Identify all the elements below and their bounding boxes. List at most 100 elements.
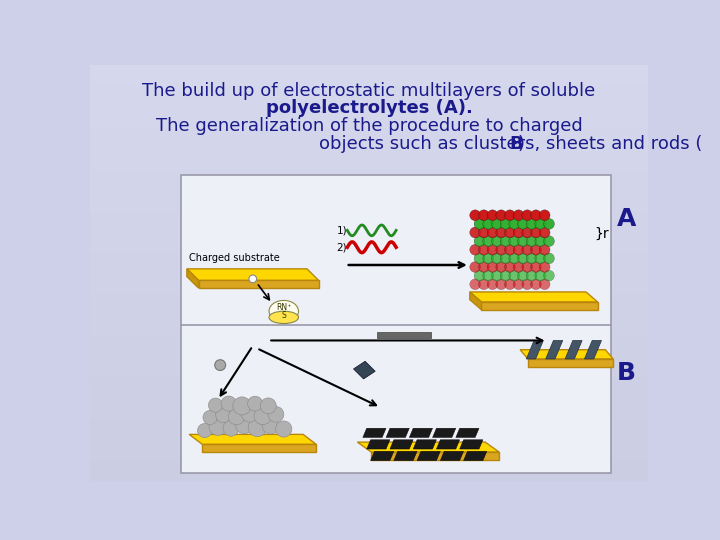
Bar xyxy=(90,372,648,373)
Bar xyxy=(90,444,648,445)
Bar xyxy=(90,412,648,413)
Bar xyxy=(90,405,648,406)
Bar xyxy=(90,368,648,369)
Bar xyxy=(90,70,648,71)
Bar xyxy=(90,221,648,222)
Bar xyxy=(90,473,648,474)
Circle shape xyxy=(487,210,498,221)
Circle shape xyxy=(526,253,537,264)
Circle shape xyxy=(518,236,528,247)
Circle shape xyxy=(228,409,245,425)
Bar xyxy=(90,224,648,225)
Bar xyxy=(90,479,648,480)
Bar xyxy=(90,161,648,162)
Text: objects such as clusters, sheets and rods (: objects such as clusters, sheets and rod… xyxy=(319,135,702,153)
Bar xyxy=(90,200,648,201)
Bar xyxy=(90,287,648,288)
Bar xyxy=(90,278,648,279)
Bar xyxy=(90,170,648,171)
Circle shape xyxy=(483,270,494,281)
Bar xyxy=(90,209,648,210)
Bar xyxy=(90,349,648,350)
Circle shape xyxy=(469,210,481,221)
Bar xyxy=(90,453,648,454)
Bar xyxy=(90,132,648,133)
Bar xyxy=(90,152,648,153)
Polygon shape xyxy=(546,340,563,359)
Bar xyxy=(90,390,648,391)
Bar xyxy=(90,366,648,367)
Bar xyxy=(90,69,648,70)
Bar xyxy=(90,456,648,457)
Polygon shape xyxy=(199,280,319,288)
Polygon shape xyxy=(409,428,433,437)
Circle shape xyxy=(469,245,481,255)
Bar xyxy=(90,202,648,204)
Bar xyxy=(90,418,648,419)
Bar xyxy=(90,364,648,365)
Polygon shape xyxy=(372,452,499,460)
Bar xyxy=(90,159,648,160)
Bar xyxy=(90,411,648,412)
Bar xyxy=(90,328,648,329)
Bar xyxy=(90,260,648,261)
Bar xyxy=(90,440,648,441)
Bar xyxy=(90,438,648,439)
Bar xyxy=(90,315,648,316)
Circle shape xyxy=(487,227,498,238)
Bar xyxy=(90,442,648,443)
Bar xyxy=(90,105,648,106)
Bar xyxy=(90,116,648,117)
Bar xyxy=(90,127,648,128)
Bar xyxy=(90,124,648,125)
Circle shape xyxy=(496,245,507,255)
Circle shape xyxy=(522,210,533,221)
Polygon shape xyxy=(357,442,499,452)
Bar xyxy=(90,458,648,459)
Bar xyxy=(90,469,648,470)
Circle shape xyxy=(509,253,520,264)
Bar xyxy=(90,213,648,214)
Bar xyxy=(90,254,648,255)
Bar xyxy=(90,393,648,394)
Bar xyxy=(90,194,648,195)
Bar xyxy=(90,321,648,322)
Bar xyxy=(90,111,648,112)
Bar xyxy=(90,146,648,147)
Circle shape xyxy=(522,245,533,255)
Bar xyxy=(90,281,648,282)
Bar xyxy=(90,240,648,241)
Bar xyxy=(90,266,648,267)
Bar xyxy=(90,185,648,186)
Bar xyxy=(90,283,648,284)
Bar xyxy=(90,439,648,440)
Bar xyxy=(90,468,648,469)
Bar xyxy=(90,225,648,226)
Circle shape xyxy=(544,253,554,264)
Bar xyxy=(90,88,648,89)
Polygon shape xyxy=(366,440,390,449)
Bar xyxy=(90,90,648,91)
Bar xyxy=(90,437,648,438)
Bar xyxy=(90,135,648,136)
Bar xyxy=(90,424,648,425)
Bar xyxy=(90,363,648,364)
Circle shape xyxy=(544,219,554,230)
Bar xyxy=(90,471,648,472)
Circle shape xyxy=(478,261,490,272)
Bar xyxy=(90,75,648,76)
Circle shape xyxy=(260,398,276,414)
Bar xyxy=(90,427,648,428)
Circle shape xyxy=(474,219,485,230)
Bar xyxy=(90,361,648,362)
Bar xyxy=(90,401,648,402)
Bar xyxy=(90,107,648,108)
Bar xyxy=(90,269,648,271)
Circle shape xyxy=(492,270,503,281)
Bar xyxy=(90,98,648,99)
Bar xyxy=(377,332,431,338)
Bar xyxy=(90,247,648,248)
Bar xyxy=(90,408,648,409)
Circle shape xyxy=(276,421,292,437)
Polygon shape xyxy=(202,444,316,452)
